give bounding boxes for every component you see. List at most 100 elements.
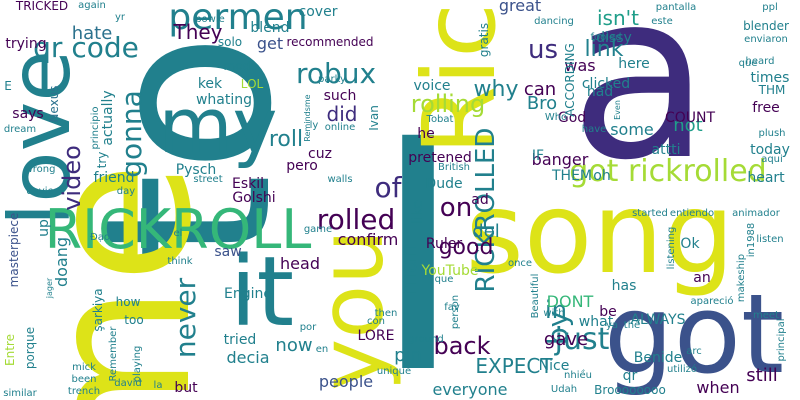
word-people: people [318,372,374,391]
word-gratis: gratis [477,22,491,58]
word-Broooooooo: Broooooooo [594,383,666,397]
word-says: says [12,106,44,122]
word-jager: jager [45,277,54,299]
word-British: British [438,162,470,173]
word-Nexus: Nexus [47,85,61,123]
word-in: in [545,296,567,324]
word-street: street [193,174,223,185]
word-la: la [153,380,163,391]
word-confirm: confirm [337,230,399,249]
word-nhiều: nhiều [564,370,592,381]
word-EXPECT: EXPECT [475,354,553,378]
word-like: like [410,199,426,225]
word-Benide: Benide [633,350,683,366]
word-when: when [696,378,740,397]
word-playing: playing [132,345,143,383]
word-then: then [374,308,398,319]
word-Who: Who [544,112,568,123]
word-apareció: apareció [690,296,734,307]
word-decia: decia [226,348,270,367]
word-con: con [367,316,385,327]
word-meet: meet [753,310,779,321]
word-bowie: bowie [195,14,225,25]
word-el: el [173,228,183,239]
word-Nice: Nice [538,358,570,374]
word-think: think [167,256,193,267]
word-what: what [578,314,614,330]
word-ALWAYS: ALWAYS [630,312,686,328]
word-here: here [618,56,650,72]
word-THM: THM [758,83,786,97]
word-he: he [417,126,435,142]
word-YouTube: YouTube [421,263,479,279]
word-listen: listen [756,234,784,245]
word-este: este [651,16,673,27]
word-similar: similar [3,388,37,399]
word-Tobat: Tobat [426,114,454,125]
word-recommended: recommended [286,35,374,49]
word-LORE: LORE [357,328,395,344]
word-Beautiful: Beautiful [530,273,541,319]
word-saw: saw [214,244,242,260]
word-good: good [438,235,494,260]
word-DONT: DONT [546,292,594,311]
word-heart: heart [747,170,785,186]
word-yr: yr [114,12,126,23]
word-free: free [752,100,780,116]
word-once: once [507,258,533,269]
word-on: on [439,193,473,223]
word-doang: doang [52,236,71,288]
word-They: They [173,20,223,44]
word-cover: cover [298,4,338,20]
word-pantalla: pantalla [655,2,697,13]
word-entiendo: entiendo [669,208,715,219]
word-ACCORDING: ACCORDING [563,43,577,117]
word-blend: blend [250,20,290,36]
word-my: my [158,81,278,170]
word-back: back [433,332,491,360]
word-ground: ground [408,334,444,345]
word-fav: fav [444,302,460,313]
word-THEM: THEM [551,168,593,184]
word-never: never [169,277,202,359]
word-TRICKED: TRICKED [15,0,69,13]
word-dancing: dancing [534,16,574,27]
word-ad: ad [471,192,489,208]
word-ya: ya [605,320,619,331]
word-E: E [4,79,12,93]
word-arc: arc [686,346,702,357]
word-robux: robux [295,57,377,90]
word-just: just [554,322,610,357]
word-online: online [324,122,356,133]
word-got: got [603,270,785,398]
word-Bro: Bro [526,93,558,114]
word-unique: unique [376,366,412,377]
word-del: del [472,221,500,242]
word-video: video [58,145,86,211]
word-a: a [569,0,711,211]
word-makeship: makeship [736,253,747,303]
word-roll: roll [268,127,304,152]
word-Eskil: Eskil [231,176,265,192]
word-principio: principio [90,106,101,150]
word-with: with [543,308,565,319]
word-too: too [124,313,144,327]
word-friend: friend [93,170,135,186]
word-get: get [256,34,284,53]
word-actually: actually [100,90,116,146]
word-again: again [78,0,106,11]
word-up: up [36,219,52,237]
word-Golshi: Golshi [232,190,276,206]
word-ly: ly [309,120,319,131]
word-song: song [465,169,735,299]
word-que-2: que [434,274,454,285]
word-qr: qr [622,368,638,384]
word-whating: whating [195,92,253,108]
word-voice: voice [413,78,451,94]
word-pero: pero [286,158,318,174]
word-got-rickrolled: got rickrolled [569,154,767,189]
word-now: now [275,335,313,356]
word-Ruler: Ruler [425,236,463,252]
word-oh: oh [593,168,611,184]
